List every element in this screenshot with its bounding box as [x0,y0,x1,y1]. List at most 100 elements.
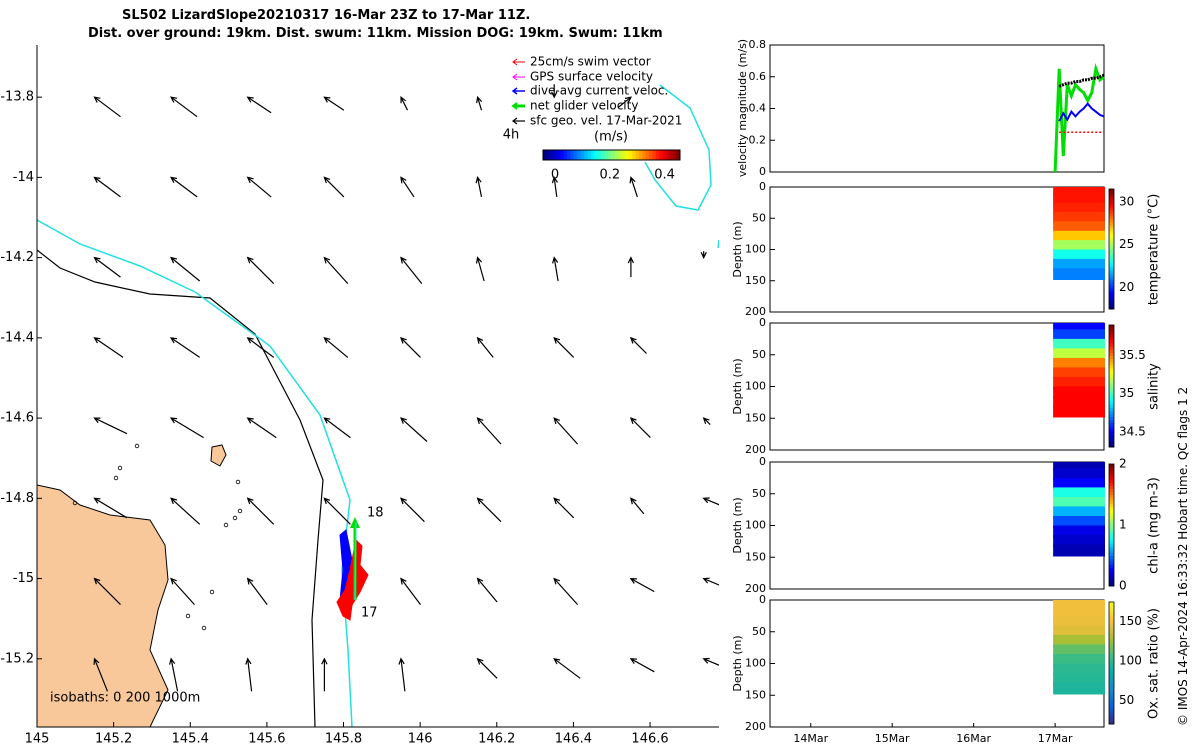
oxygen-profile-cell [1053,644,1105,657]
map-colorbar-swatch [652,150,657,160]
temperature-colorbar-swatch [1109,288,1114,292]
geo-velocity-arrow [93,176,121,198]
oxygen-colorbar-swatch [1109,653,1114,658]
temperature-colorbar-swatch [1109,294,1114,298]
chl-a-profile-cell [1053,544,1105,557]
geo-velocity-arrow [476,336,494,358]
map-colorbar-swatch [656,150,660,160]
temperature-colorbar-swatch [1109,222,1114,226]
map-colorbar-swatch [662,150,667,160]
legend-entry: 25cm/s swim vector [530,55,651,69]
isobath-1000m-edge [717,239,719,249]
salinity-colorbar-swatch [1109,352,1114,356]
geo-velocity-arrow [93,497,128,519]
oxygen-profile-cell [1053,653,1105,666]
oxygen-colorbar-swatch [1109,659,1114,664]
map-colorbar-swatch [608,150,612,160]
chl-a-colorbar-swatch [1109,537,1114,541]
temperature-y-tick-label: 150 [745,274,766,287]
oxygen-colorbar-swatch [1109,623,1114,627]
temperature-colorbar-swatch [1109,192,1114,196]
chl-a-y-tick-label: 100 [745,519,766,532]
map-x-tick-label: 145.4 [172,732,209,747]
velocity-series-sfc-geo [1058,73,1105,88]
chl-a-colorbar-label: chl-a (mg m-3) [1147,477,1162,574]
chl-a-colorbar-swatch [1109,567,1114,572]
map-colorbar-swatch [573,150,578,160]
geo-velocity-arrow [627,256,635,278]
chl-a-colorbar-swatch [1109,570,1114,575]
salinity-colorbar-swatch [1109,443,1114,448]
time-x-tick-label: 14Mar [793,732,828,745]
salinity-colorbar-swatch [1109,434,1114,439]
map-y-tick-label: -15 [13,571,34,586]
chl-a-profile-cell [1053,462,1105,471]
oxygen-profile-cell [1053,634,1105,647]
salinity-colorbar-swatch [1109,361,1114,366]
temperature-colorbar-swatch [1109,198,1114,202]
map-x-tick-label: 146.6 [631,732,668,747]
chl-a-colorbar-swatch [1109,509,1114,514]
oxygen-colorbar-swatch [1109,675,1114,679]
salinity-colorbar-swatch [1109,382,1114,387]
temperature-colorbar-swatch [1109,303,1114,307]
chl-a-colorbar-swatch [1109,476,1114,480]
geo-velocity-arrow [476,95,483,111]
salinity-profile-cell [1053,323,1105,332]
chl-a-colorbar-swatch [1109,534,1114,538]
velocity-y-tick-label: 0.6 [749,70,767,83]
salinity-colorbar-swatch [1109,337,1114,341]
map-time-marker: 4h [503,128,520,143]
salinity-colorbar-swatch [1109,395,1114,399]
temperature-profile-cell [1053,193,1105,205]
chl-a-colorbar-swatch [1109,543,1114,547]
salinity-colorbar-swatch [1109,349,1114,353]
temperature-profile-cell [1053,187,1105,196]
oxygen-colorbar-tick-label: 50 [1119,693,1134,707]
geo-velocity-arrow [629,577,655,593]
temperature-colorbar-swatch [1109,204,1114,208]
temperature-colorbar-swatch [1109,291,1114,295]
salinity-colorbar-swatch [1109,413,1114,417]
reef-marker [201,625,207,631]
salinity-colorbar-swatch [1109,346,1114,350]
chl-a-profile-cell [1053,487,1105,500]
map-x-tick-label: 145 [25,732,50,747]
temperature-y-tick-label: 100 [745,243,766,256]
chl-a-colorbar-swatch [1109,500,1114,505]
oxygen-colorbar-swatch [1109,708,1114,713]
temperature-colorbar-swatch [1109,282,1114,286]
velocity-y-tick-label: 0.8 [749,38,767,51]
oxygen-colorbar-swatch [1109,641,1114,646]
reef-marker [237,508,243,514]
salinity-y-tick-label: 200 [745,443,766,456]
salinity-colorbar-swatch [1109,407,1114,411]
legend-entry: net glider velocity [530,99,638,113]
oxygen-profile-cell [1053,682,1105,695]
oxygen-profile-cell [1053,615,1105,628]
chl-a-colorbar-swatch [1109,470,1114,474]
oxygen-colorbar-swatch [1109,611,1114,615]
chl-a-colorbar-tick-label: 0 [1119,579,1127,593]
map-colorbar-swatch [611,150,616,160]
oxygen-colorbar-swatch [1109,690,1114,694]
geo-velocity-arrow [323,256,349,285]
time-x-tick-label: 16Mar [956,732,991,745]
temperature-y-tick-label: 0 [759,180,766,193]
salinity-colorbar-swatch [1109,440,1114,445]
salinity-colorbar-tick-label: 34.5 [1119,424,1146,438]
temperature-colorbar-swatch [1109,261,1114,265]
temperature-colorbar-swatch [1109,219,1114,223]
isobath-200m [37,249,324,727]
chl-a-colorbar-swatch [1109,555,1114,560]
chl-a-colorbar-swatch [1109,549,1114,553]
map-colorbar-swatch [642,150,647,160]
geo-velocity-arrow [702,497,719,506]
chl-a-y-label: Depth (m) [731,497,744,553]
figure-title-line-2: Dist. over ground: 19km. Dist. swum: 11k… [88,26,663,41]
temperature-profile-cell [1053,268,1105,280]
isobath-1000m-offshore [644,84,712,211]
chl-a-colorbar-swatch [1109,473,1114,477]
temperature-colorbar-swatch [1109,225,1114,229]
